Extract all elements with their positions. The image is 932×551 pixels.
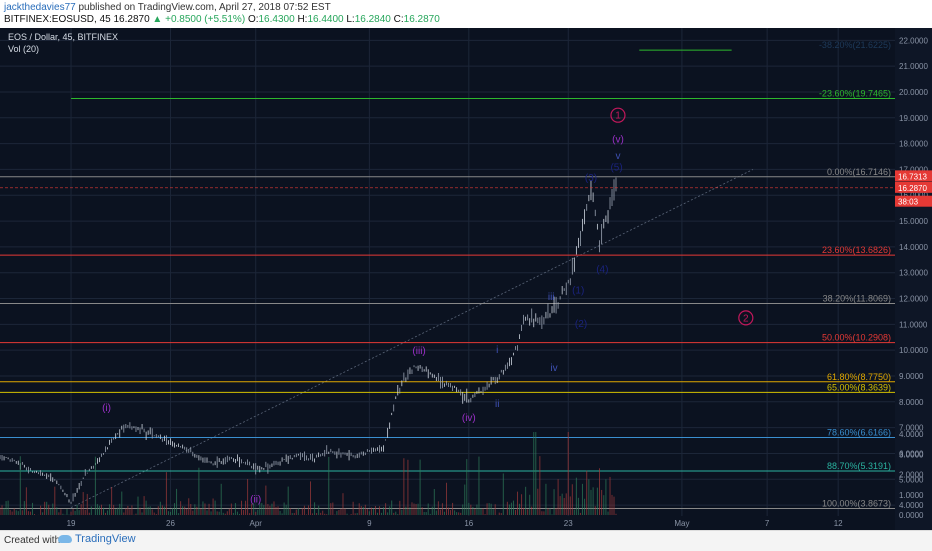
y-tick-label: 15.0000	[899, 217, 928, 226]
fib-level-label: -38.20%(21.6225)	[819, 40, 891, 50]
volume-tick-label: 1.0000	[899, 491, 924, 500]
x-tick-label: 12	[834, 519, 843, 528]
x-tick-label: May	[674, 519, 689, 528]
wave-label: v	[615, 151, 620, 162]
publish-text: published on TradingView.com, April 27, …	[75, 2, 331, 13]
wave-circle	[738, 310, 754, 326]
fib-level-label: -23.60%(19.7465)	[819, 89, 891, 99]
chart-title: EOS / Dollar, 45, BITFINEX	[8, 32, 118, 42]
fib-level-label: 100.00%(3.8673)	[822, 499, 891, 509]
ohlc-line: BITFINEX:EOSUSD, 45 16.2870 ▲ +0.8500 (+…	[4, 14, 440, 25]
y-tick-label: 20.0000	[899, 88, 928, 97]
wave-label: (3)	[585, 173, 597, 184]
fib-level-label: 78.60%(6.6166)	[827, 428, 891, 438]
price-tag-label: 38:03	[898, 198, 919, 207]
y-tick-label: 21.0000	[899, 62, 928, 71]
y-tick-label: 10.0000	[899, 346, 928, 355]
fib-level-label: 38.20%(11.8069)	[823, 294, 891, 304]
fib-level-label: 88.70%(5.3191)	[827, 461, 891, 471]
y-tick-label: 8.0000	[899, 398, 924, 407]
y-tick-label: 14.0000	[899, 243, 928, 252]
chart-area[interactable]: 22.000021.000020.000019.000018.000017.00…	[0, 28, 932, 530]
x-tick-label: 23	[564, 519, 573, 528]
wave-label: iii	[548, 292, 555, 303]
tradingview-brand[interactable]: TradingView	[58, 533, 136, 545]
x-tick-label: 7	[765, 519, 770, 528]
y-tick-label: 11.0000	[899, 320, 928, 329]
price-tag	[895, 195, 932, 207]
wave-label: (2)	[575, 319, 587, 330]
wave-circle-label: 2	[743, 313, 749, 324]
y-tick-label: 9.0000	[899, 372, 924, 381]
y-tick-label: 13.0000	[899, 269, 928, 278]
brand-text: TradingView	[75, 533, 136, 545]
created-with-text: Created with	[4, 535, 61, 546]
fib-level-label: 61.80%(8.7750)	[827, 372, 891, 382]
x-tick-label: 16	[464, 519, 473, 528]
footer: Created with TradingView	[0, 530, 932, 551]
wave-circle-label: 1	[615, 111, 621, 122]
trendline	[70, 169, 754, 509]
y-tick-label: 17.0000	[899, 165, 928, 174]
volume-tick-label: 3.0000	[899, 450, 924, 459]
wave-label: (1)	[572, 285, 584, 296]
low-value: 16.2840	[354, 14, 391, 25]
close-value: 16.2870	[403, 14, 440, 25]
wave-label: (v)	[612, 134, 624, 145]
author-link[interactable]: jackthedavies77	[4, 2, 76, 13]
price-tag	[895, 170, 932, 182]
chart-header: jackthedavies77 published on TradingView…	[0, 0, 932, 28]
x-tick-label: 26	[166, 519, 175, 528]
publish-line: jackthedavies77 published on TradingView…	[4, 2, 331, 13]
x-tick-label: 19	[67, 519, 76, 528]
price-axis-background	[895, 28, 932, 530]
open-label: O:	[247, 14, 259, 25]
wave-label: (5)	[610, 163, 622, 174]
wave-label: (ii)	[250, 495, 261, 506]
symbol-text: BITFINEX:EOSUSD, 45	[4, 14, 111, 25]
fib-level-label: 0.00%(16.7146)	[827, 167, 891, 177]
tradingview-cloud-icon	[58, 535, 72, 544]
y-tick-label: 19.0000	[899, 114, 928, 123]
wave-label: (iii)	[412, 346, 425, 357]
volume-tick-label: 0.0000	[899, 511, 924, 520]
y-tick-label: 4.0000	[899, 501, 924, 510]
wave-label: (4)	[596, 265, 608, 276]
high-value: 16.4400	[307, 14, 344, 25]
chart-background	[0, 28, 932, 530]
last-price: 16.2870	[113, 14, 150, 25]
change-text: ▲ +0.8500 (+5.51%)	[152, 14, 246, 25]
price-tag	[895, 181, 932, 193]
y-tick-label: 12.0000	[899, 295, 928, 304]
low-label: L:	[346, 14, 355, 25]
wave-label: (i)	[102, 403, 111, 414]
close-label: C:	[393, 14, 404, 25]
wave-label: iv	[550, 363, 557, 374]
indicator-label: Vol (20)	[8, 44, 39, 54]
wave-circle	[610, 107, 626, 123]
fib-level-label: 65.00%(8.3639)	[827, 382, 891, 392]
y-tick-label: 6.0000	[899, 449, 924, 458]
price-tag-label: 16.7313	[898, 172, 927, 181]
fib-level-label: 50.00%(10.2908)	[822, 333, 891, 343]
y-tick-label: 5.0000	[899, 475, 924, 484]
y-tick-label: 22.0000	[899, 36, 928, 45]
y-tick-label: 7.0000	[899, 424, 924, 433]
fib-level-label: 23.60%(13.6826)	[822, 245, 891, 255]
open-value: 16.4300	[258, 14, 295, 25]
volume-tick-label: 2.0000	[899, 471, 924, 480]
y-tick-label: 18.0000	[899, 140, 928, 149]
price-tag-label: 16.2870	[898, 184, 927, 193]
x-tick-label: Apr	[249, 519, 262, 528]
high-label: H:	[297, 14, 308, 25]
x-tick-label: 9	[367, 519, 372, 528]
volume-tick-label: 4.0000	[899, 430, 924, 439]
wave-label: (iv)	[462, 413, 476, 424]
wave-label: ii	[495, 399, 499, 410]
wave-label: i	[496, 345, 498, 356]
